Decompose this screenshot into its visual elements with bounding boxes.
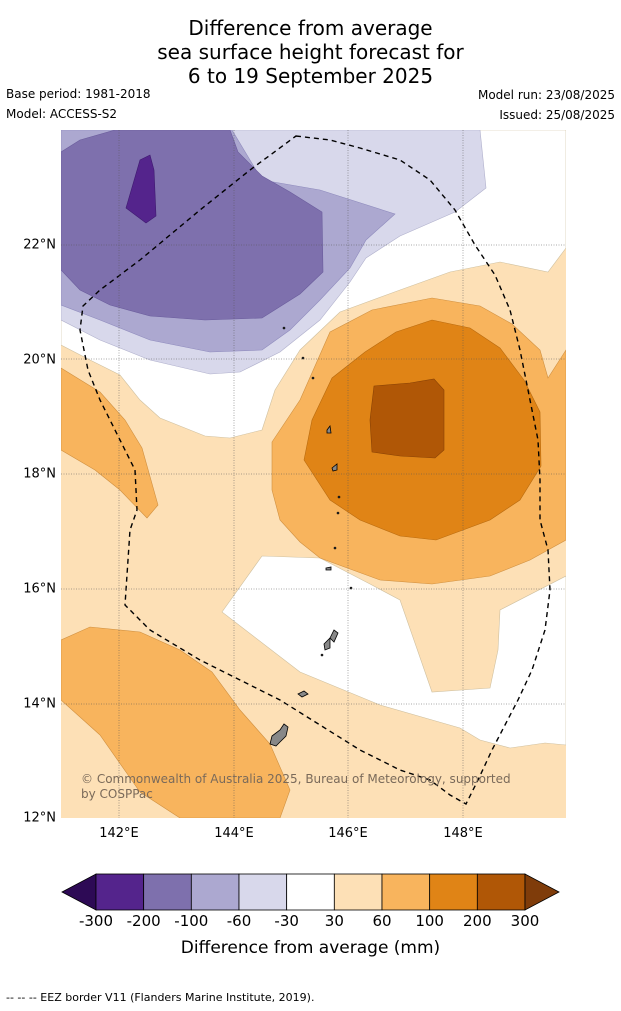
- colorbar-tick-label: 30: [324, 912, 344, 930]
- island-speck-4: [311, 376, 315, 380]
- island-tinian: [323, 637, 331, 651]
- colorbar: [61, 873, 560, 911]
- contour-neg-200-300: [125, 154, 157, 224]
- island-guam: [269, 723, 289, 747]
- colorbar-swatch: [476, 873, 526, 911]
- island-speck-7: [320, 653, 324, 657]
- colorbar-swatch: [286, 873, 335, 911]
- island-pagan: [326, 424, 332, 434]
- island-saipan: [329, 629, 339, 643]
- graticule: [61, 130, 566, 818]
- chart-title: Difference from average sea surface heig…: [0, 16, 621, 88]
- colorbar-tick-label: -200: [126, 912, 161, 930]
- contour-60-100-left: [61, 367, 159, 519]
- lon-label-146: 146°E: [328, 826, 368, 841]
- lon-label-148: 148°E: [443, 826, 483, 841]
- issued-text: Issued: 25/08/2025: [499, 108, 615, 122]
- eez-border: [79, 135, 551, 805]
- island-speck-1: [333, 546, 337, 550]
- islands: [269, 326, 353, 747]
- colorbar-tick-label: -30: [274, 912, 299, 930]
- colorbar-extend-low: [61, 873, 97, 911]
- copyright-credit: © Commonwealth of Australia 2025, Bureau…: [81, 772, 511, 801]
- model-text: Model: ACCESS-S2: [6, 107, 118, 121]
- island-rota: [297, 690, 309, 698]
- lat-label-16: 16°N: [23, 581, 56, 597]
- colorbar-swatch: [333, 873, 383, 911]
- colorbar-tick-label: -300: [78, 912, 114, 930]
- base-period-text: Base period: 1981-2018: [6, 87, 151, 101]
- island-speck-5: [301, 356, 305, 360]
- lon-label-144: 144°E: [214, 826, 254, 841]
- title-line-3: 6 to 19 September 2025: [187, 64, 434, 88]
- colorbar-tick-label: 100: [415, 912, 444, 930]
- title-line-2: sea surface height forecast for: [157, 40, 464, 64]
- colorbar-tick-label: 300: [510, 912, 540, 930]
- contour-60-100-lower: [61, 626, 291, 818]
- lat-label-22: 22°N: [23, 237, 56, 253]
- contour-neg-100-200: [61, 130, 324, 321]
- colorbar-swatch: [190, 873, 240, 911]
- lat-label-18: 18°N: [23, 466, 56, 482]
- lon-label-142: 142°E: [99, 826, 139, 841]
- eez-footnote: -- -- -- EEZ border V11 (Flanders Marine…: [6, 991, 315, 1004]
- island-small-1: [325, 566, 332, 571]
- colorbar-tick-label: 60: [372, 912, 392, 930]
- island-speck-8: [349, 586, 353, 590]
- lat-label-14: 14°N: [23, 696, 56, 712]
- colorbar-swatch: [381, 873, 431, 911]
- colorbar-tick-label: 200: [463, 912, 492, 930]
- colorbar-title: Difference from average (mm): [180, 938, 441, 958]
- colorbar-swatch: [429, 873, 478, 911]
- model-run-text: Model run: 23/08/2025: [477, 88, 615, 102]
- colorbar-tick-label: -100: [174, 912, 209, 930]
- contour-neutral-middle: [221, 555, 566, 749]
- island-speck-2: [337, 495, 341, 499]
- colorbar-extend-high: [524, 873, 560, 911]
- colorbar-swatch: [95, 873, 145, 911]
- colorbar-swatch: [238, 873, 288, 911]
- contour-200-300: [369, 378, 445, 459]
- colorbar-swatch: [143, 873, 192, 911]
- title-line-1: Difference from average: [188, 16, 433, 40]
- lat-label-20: 20°N: [23, 352, 56, 368]
- island-speck-6: [282, 326, 286, 330]
- colorbar-tick-label: -60: [226, 912, 252, 930]
- island-anatahan: [331, 463, 338, 472]
- lat-label-12: 12°N: [23, 810, 56, 826]
- island-speck-3: [336, 511, 340, 515]
